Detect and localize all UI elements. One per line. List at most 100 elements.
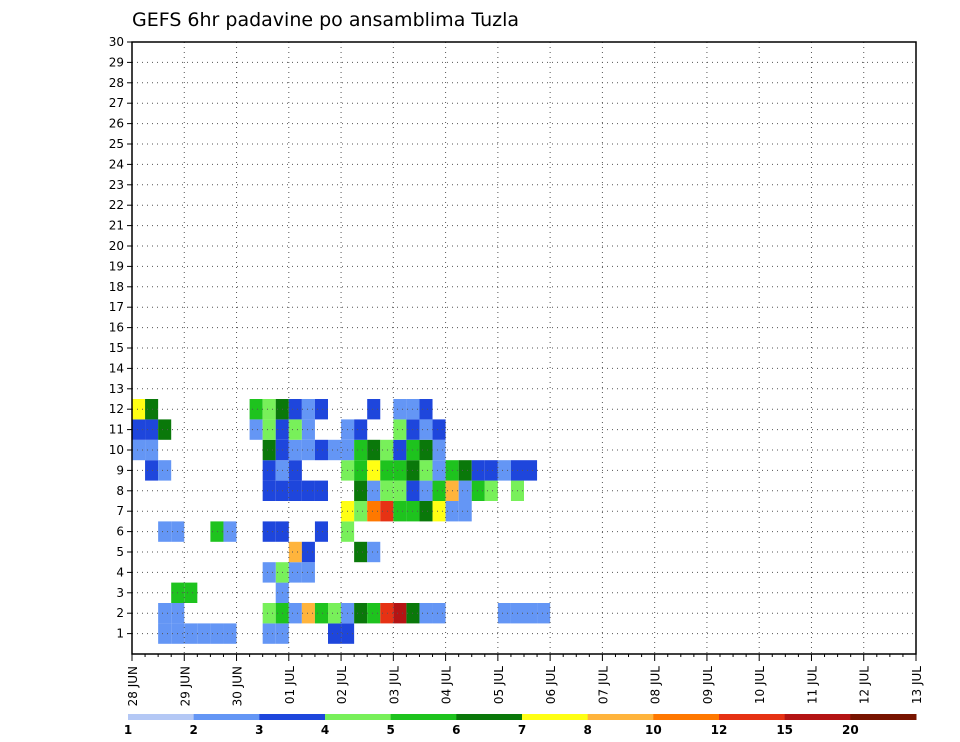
- heatmap-cell: [210, 521, 224, 542]
- colorbar-label: 10: [645, 723, 662, 737]
- colorbar-label: 5: [386, 723, 394, 737]
- heatmap-cell: [432, 501, 446, 522]
- y-tick-label: 17: [109, 300, 124, 314]
- y-tick-label: 29: [109, 55, 124, 69]
- colorbar-segment: [522, 714, 589, 720]
- heatmap-cell: [419, 501, 433, 522]
- colorbar-segment: [850, 714, 917, 720]
- colorbar-label: 2: [189, 723, 197, 737]
- colorbar-label: 4: [321, 723, 329, 737]
- colorbar-label: 20: [842, 723, 859, 737]
- y-tick-label: 12: [109, 402, 124, 416]
- heatmap-cell: [328, 439, 342, 461]
- heatmap-cell: [262, 419, 276, 440]
- heatmap-cell: [288, 541, 302, 563]
- heatmap-cell: [419, 399, 433, 420]
- heatmap-cell: [184, 623, 198, 644]
- chart-title: GEFS 6hr padavine po ansamblima Tuzla: [132, 9, 519, 31]
- heatmap-cell: [367, 480, 381, 501]
- heatmap-cell: [393, 460, 407, 481]
- y-tick-label: 5: [116, 545, 124, 559]
- heatmap-cell: [393, 399, 407, 420]
- heatmap-cell: [497, 603, 511, 624]
- y-tick-label: 7: [116, 504, 124, 518]
- heatmap-cell: [223, 623, 237, 644]
- heatmap-cell: [158, 521, 172, 542]
- heatmap-cell: [301, 562, 315, 583]
- heatmap-cell: [354, 501, 368, 522]
- colorbar-label: 8: [583, 723, 591, 737]
- y-tick-label: 20: [109, 239, 124, 253]
- heatmap-cell: [471, 460, 485, 481]
- x-tick-label: 08 JUL: [649, 666, 663, 704]
- heatmap-cell: [262, 603, 276, 624]
- y-tick-label: 19: [109, 259, 124, 273]
- y-tick-label: 30: [109, 35, 124, 49]
- y-tick-label: 6: [116, 525, 124, 539]
- heatmap-cell: [249, 399, 263, 420]
- x-tick-label: 11 JUL: [805, 666, 819, 704]
- heatmap-cell: [262, 623, 276, 644]
- heatmap-cell: [484, 480, 498, 501]
- colorbar-segment: [390, 714, 457, 720]
- heatmap-cell: [210, 623, 224, 644]
- heatmap-cell: [497, 460, 511, 481]
- x-tick-label: 02 JUL: [335, 666, 349, 704]
- heatmap-cell: [354, 603, 368, 624]
- x-tick-label: 07 JUL: [596, 666, 610, 704]
- heatmap-cell: [301, 419, 315, 440]
- heatmap-cell: [288, 460, 302, 481]
- heatmap-cell: [367, 399, 381, 420]
- plot-frame: [131, 41, 917, 655]
- y-tick-label: 11: [109, 423, 124, 437]
- y-tick-label: 14: [109, 361, 124, 375]
- y-tick-label: 18: [109, 280, 124, 294]
- heatmap-cell: [380, 480, 394, 501]
- y-axis: 1234567891011121314151617181920212223242…: [109, 35, 132, 641]
- x-tick-label: 30 JUN: [231, 666, 245, 706]
- heatmap-cell: [354, 419, 368, 440]
- heatmap-cell: [314, 399, 328, 420]
- colorbar-segment: [193, 714, 260, 720]
- y-tick-label: 2: [116, 606, 124, 620]
- heatmap-cell: [367, 460, 381, 481]
- x-tick-label: 04 JUL: [440, 666, 454, 704]
- x-tick-label: 01 JUL: [283, 666, 297, 704]
- heatmap-cell: [524, 460, 538, 481]
- x-tick-label: 13 JUL: [910, 666, 924, 704]
- heatmap-cell: [145, 419, 159, 440]
- colorbar-label: 7: [518, 723, 526, 737]
- y-tick-label: 1: [116, 627, 124, 641]
- heatmap-cell: [132, 419, 146, 440]
- heatmap-cell: [419, 439, 433, 461]
- x-tick-label: 12 JUL: [858, 666, 872, 704]
- heatmap-cell: [145, 399, 159, 420]
- colorbar-segment: [719, 714, 786, 720]
- heatmap-cell: [262, 562, 276, 583]
- heatmap-cell: [262, 480, 276, 501]
- heatmap-cell: [288, 399, 302, 420]
- y-tick-label: 10: [109, 443, 124, 457]
- heatmap-cell: [262, 460, 276, 481]
- heatmap-cell: [132, 439, 146, 461]
- heatmap-cell: [354, 439, 368, 461]
- x-tick-label: 09 JUL: [701, 666, 715, 704]
- heatmap-cell: [393, 439, 407, 461]
- x-tick-label: 29 JUN: [178, 666, 192, 706]
- heatmap-cell: [158, 623, 172, 644]
- heatmap-cell: [432, 419, 446, 440]
- colorbar-segment: [259, 714, 326, 720]
- heatmap-cell: [419, 419, 433, 440]
- heatmap-cell: [288, 480, 302, 501]
- heatmap-cell: [262, 439, 276, 461]
- y-tick-label: 21: [109, 219, 124, 233]
- colorbar-label: 1: [124, 723, 132, 737]
- heatmap-cell: [158, 603, 172, 624]
- x-tick-label: 05 JUL: [492, 666, 506, 704]
- y-tick-label: 4: [116, 565, 124, 579]
- colorbar-label: 15: [776, 723, 793, 737]
- y-tick-label: 8: [116, 484, 124, 498]
- heatmap-cell: [354, 480, 368, 501]
- colorbar-segment: [456, 714, 523, 720]
